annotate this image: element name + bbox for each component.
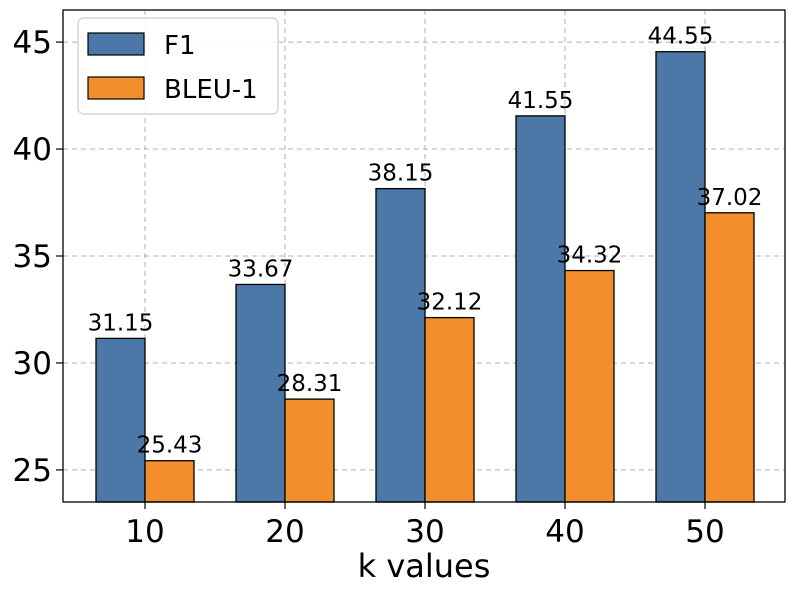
y-axis: 25 30 35 40 45 [13,25,63,489]
x-axis: 10 20 30 40 50 [125,502,725,550]
x-axis-label: k values [358,547,491,585]
bar-bleu-1 [564,269,615,503]
legend-label-bleu-1: BLEU-1 [164,75,258,105]
bar-value-label-bleu-1: 32.12 [417,290,483,316]
y-tick-label: 30 [13,346,52,382]
bar-bleu-1 [424,316,475,503]
x-tick-label: 20 [265,514,304,550]
y-tick-label: 40 [13,132,52,168]
bar-bleu-1 [704,212,755,503]
y-tick-label: 35 [13,239,52,275]
y-tick-label: 45 [13,25,52,61]
legend-item-bleu-1: BLEU-1 [87,75,258,105]
bar-value-label-f1: 33.67 [228,256,294,282]
bar-value-label-bleu-1: 25.43 [137,433,203,459]
bar-f1 [95,337,146,503]
legend-label-f1: F1 [164,31,196,61]
bar-f1 [235,283,286,503]
bar-value-label-f1: 44.55 [648,24,714,50]
legend: F1 BLEU-1 [77,17,279,115]
bar-f1 [655,51,706,503]
bar-bleu-1 [144,460,195,503]
bar-value-label-f1: 38.15 [368,161,434,187]
x-tick-label: 10 [125,514,164,550]
bar-value-label-bleu-1: 37.02 [697,185,763,211]
x-tick-label: 50 [685,514,724,550]
bar-value-labels: 31.15 33.67 38.15 41.55 44.55 25.43 28.31 32.12… [88,24,763,459]
bar-f1 [375,187,426,503]
bar-value-label-f1: 31.15 [88,310,154,336]
bars [95,51,755,503]
x-tick-label: 40 [545,514,584,550]
bar-f1 [515,115,566,503]
legend-swatch-bleu-1 [87,76,145,100]
legend-swatch-f1 [87,32,145,56]
bar-value-label-bleu-1: 28.31 [277,371,343,397]
x-tick-label: 30 [405,514,444,550]
y-tick-label: 25 [13,453,52,489]
legend-item-f1: F1 [87,31,196,61]
bar-value-label-bleu-1: 34.32 [557,243,623,269]
bar-bleu-1 [284,398,335,503]
bar-value-label-f1: 41.55 [508,88,574,114]
